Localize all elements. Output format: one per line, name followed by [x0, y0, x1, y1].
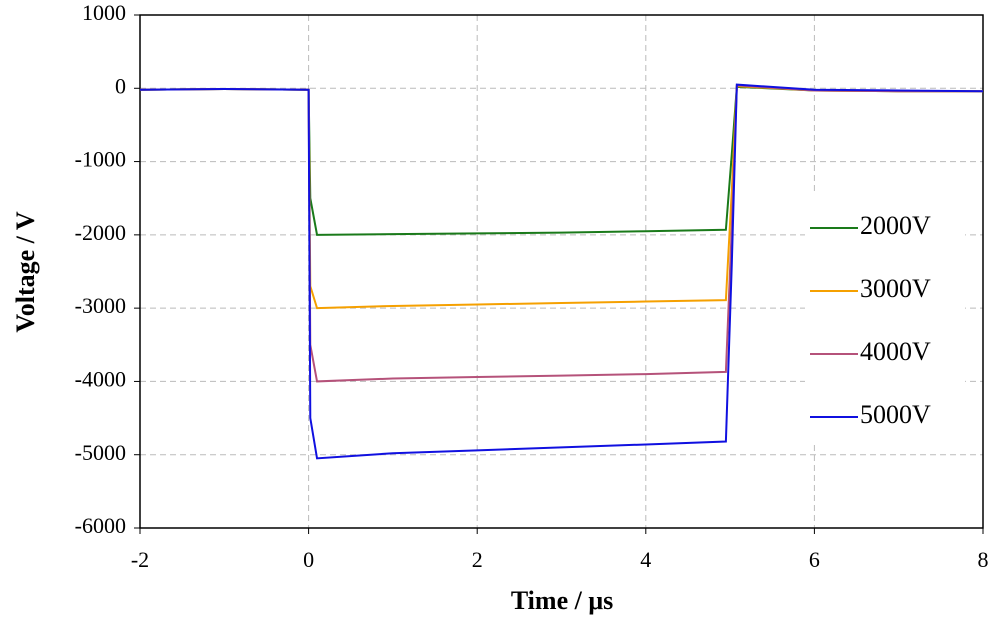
x-tick-label: 8 — [978, 547, 989, 572]
legend-text: 4000V — [860, 337, 931, 366]
x-tick-label: 6 — [809, 547, 820, 572]
x-tick-label: 0 — [303, 547, 314, 572]
y-tick-label: -4000 — [75, 366, 126, 391]
legend-box — [805, 195, 965, 445]
y-axis-title: Voltage / V — [11, 211, 40, 333]
y-tick-label: 1000 — [82, 0, 126, 25]
x-tick-label: 2 — [472, 547, 483, 572]
y-tick-label: -1000 — [75, 147, 126, 172]
x-axis-title: Time / μs — [511, 586, 613, 615]
series-line — [139, 83, 984, 460]
legend-text: 3000V — [860, 274, 931, 303]
x-tick-label: -2 — [131, 547, 149, 572]
plot-frame — [139, 14, 984, 529]
y-tick-label: 0 — [115, 73, 126, 98]
y-tick-label: -5000 — [75, 440, 126, 465]
y-tick-label: -2000 — [75, 220, 126, 245]
x-tick-label: 4 — [640, 547, 651, 572]
y-tick-label: -3000 — [75, 293, 126, 318]
legend-text: 5000V — [860, 400, 931, 429]
y-tick-label: -6000 — [75, 513, 126, 538]
legend-text: 2000V — [860, 211, 931, 240]
